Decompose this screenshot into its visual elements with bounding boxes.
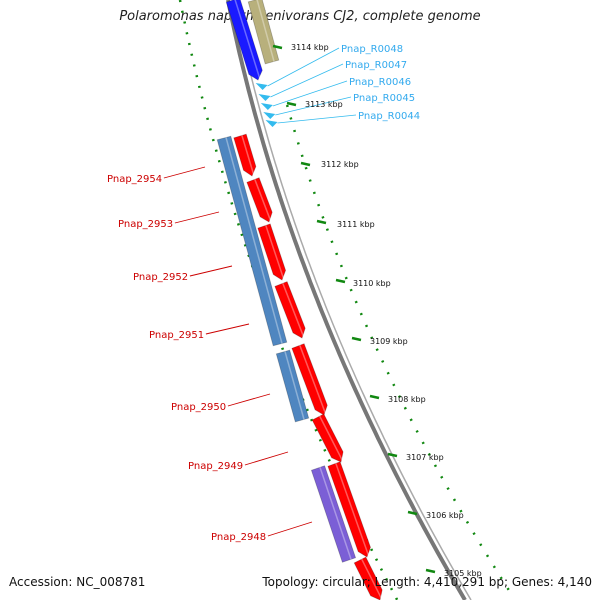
gene-label-5: Pnap_2950 — [171, 402, 226, 413]
blue-gene-short-highlight — [284, 351, 305, 420]
scale-tick-3 — [300, 161, 311, 167]
accession-text: Accession: NC_008781 — [9, 575, 146, 589]
backbone-inner-line — [233, 0, 472, 600]
top-blue-gene-highlight — [234, 0, 261, 80]
scale-tick-label-1: 3114 kbp — [291, 43, 329, 52]
scale-tick-label-5: 3110 kbp — [353, 279, 391, 288]
outer-dotted-ring — [285, 104, 515, 598]
cds-arrow-3-highlight — [265, 225, 285, 280]
trna-chevron-4 — [263, 112, 276, 119]
scale-tick-label-8: 3107 kbp — [406, 453, 444, 462]
cds-arrow-5 — [291, 343, 328, 416]
cds-arrow-3 — [257, 223, 287, 281]
cds-arrow-5-highlight — [299, 345, 327, 415]
scale-tick-9 — [407, 510, 418, 516]
top-khaki-gene — [247, 0, 280, 65]
gene-label-2: Pnap_2953 — [118, 219, 173, 230]
scale-tick-label-3: 3112 kbp — [321, 160, 359, 169]
topology-text: Topology: circular; Length: 4,410,291 bp… — [262, 575, 592, 589]
top-khaki-gene-highlight — [256, 0, 275, 62]
blue-gene-long — [216, 135, 288, 347]
gene-leader-2 — [174, 211, 220, 224]
cds-arrow-2-highlight — [254, 179, 272, 222]
cds-arrow-6 — [311, 413, 344, 463]
trna-label-1: Pnap_R0048 — [341, 44, 403, 55]
cds-arrow-1-highlight — [241, 135, 255, 176]
trna-chevron-2 — [258, 94, 271, 101]
purple-gene-highlight — [319, 467, 352, 560]
scale-tick-10 — [425, 568, 436, 574]
scale-tick-label-7: 3108 kbp — [388, 395, 426, 404]
purple-gene — [310, 465, 357, 563]
cds-arrow-7-highlight — [335, 463, 370, 557]
backbone-line — [226, 0, 467, 600]
scale-tick-7 — [369, 394, 380, 400]
trna-chevron-3 — [260, 103, 273, 110]
trna-label-4: Pnap_R0045 — [353, 93, 415, 104]
trna-leader-3 — [272, 80, 348, 107]
scale-tick-label-2: 3113 kbp — [305, 100, 343, 109]
scale-tick-label-4: 3111 kbp — [337, 220, 375, 229]
scale-tick-label-9: 3106 kbp — [426, 511, 464, 520]
cds-arrow-6-highlight — [319, 415, 344, 462]
scale-tick-label-6: 3109 kbp — [370, 337, 408, 346]
scale-tick-label-10: 3105 kbp — [444, 569, 482, 578]
trna-leader-2 — [270, 63, 344, 98]
scale-tick-2 — [286, 101, 297, 107]
trna-chevron-1 — [255, 83, 268, 90]
gene-label-1: Pnap_2954 — [107, 174, 162, 185]
trna-leader-1 — [267, 47, 340, 87]
gene-leader-3 — [189, 265, 233, 277]
trna-label-3: Pnap_R0046 — [349, 77, 411, 88]
trna-leader-4 — [275, 96, 352, 116]
cds-arrow-2 — [246, 177, 273, 223]
trna-label-2: Pnap_R0047 — [345, 60, 407, 71]
gene-leader-5 — [227, 393, 271, 407]
scale-tick-5 — [335, 278, 346, 284]
cds-arrow-7 — [327, 461, 371, 558]
cds-arrow-4-highlight — [282, 283, 305, 338]
scale-tick-6 — [351, 336, 362, 342]
map-title: Polaromonas naphthalenivorans CJ2, compl… — [119, 9, 481, 24]
gene-label-6: Pnap_2949 — [188, 461, 243, 472]
gene-label-7: Pnap_2948 — [211, 532, 266, 543]
scale-tick-1 — [272, 44, 283, 50]
cds-arrow-8 — [353, 556, 383, 600]
blue-gene-long-highlight — [225, 137, 283, 344]
gene-label-4: Pnap_2951 — [149, 330, 204, 341]
cds-arrow-4 — [274, 281, 306, 339]
top-blue-gene — [225, 0, 263, 81]
trna-label-5: Pnap_R0044 — [358, 111, 420, 122]
cds-arrow-1 — [233, 133, 257, 177]
trna-chevron-5 — [265, 120, 278, 127]
cds-arrow-8-highlight — [361, 558, 383, 600]
gene-leader-4 — [205, 323, 250, 335]
scale-tick-8 — [387, 452, 398, 458]
trna-leader-5 — [277, 114, 357, 124]
gene-leader-1 — [163, 166, 206, 179]
gene-label-3: Pnap_2952 — [133, 272, 188, 283]
scale-tick-4 — [316, 219, 327, 225]
blue-gene-short — [275, 349, 310, 423]
gene-leader-7 — [267, 521, 313, 537]
gene-leader-6 — [244, 451, 289, 466]
